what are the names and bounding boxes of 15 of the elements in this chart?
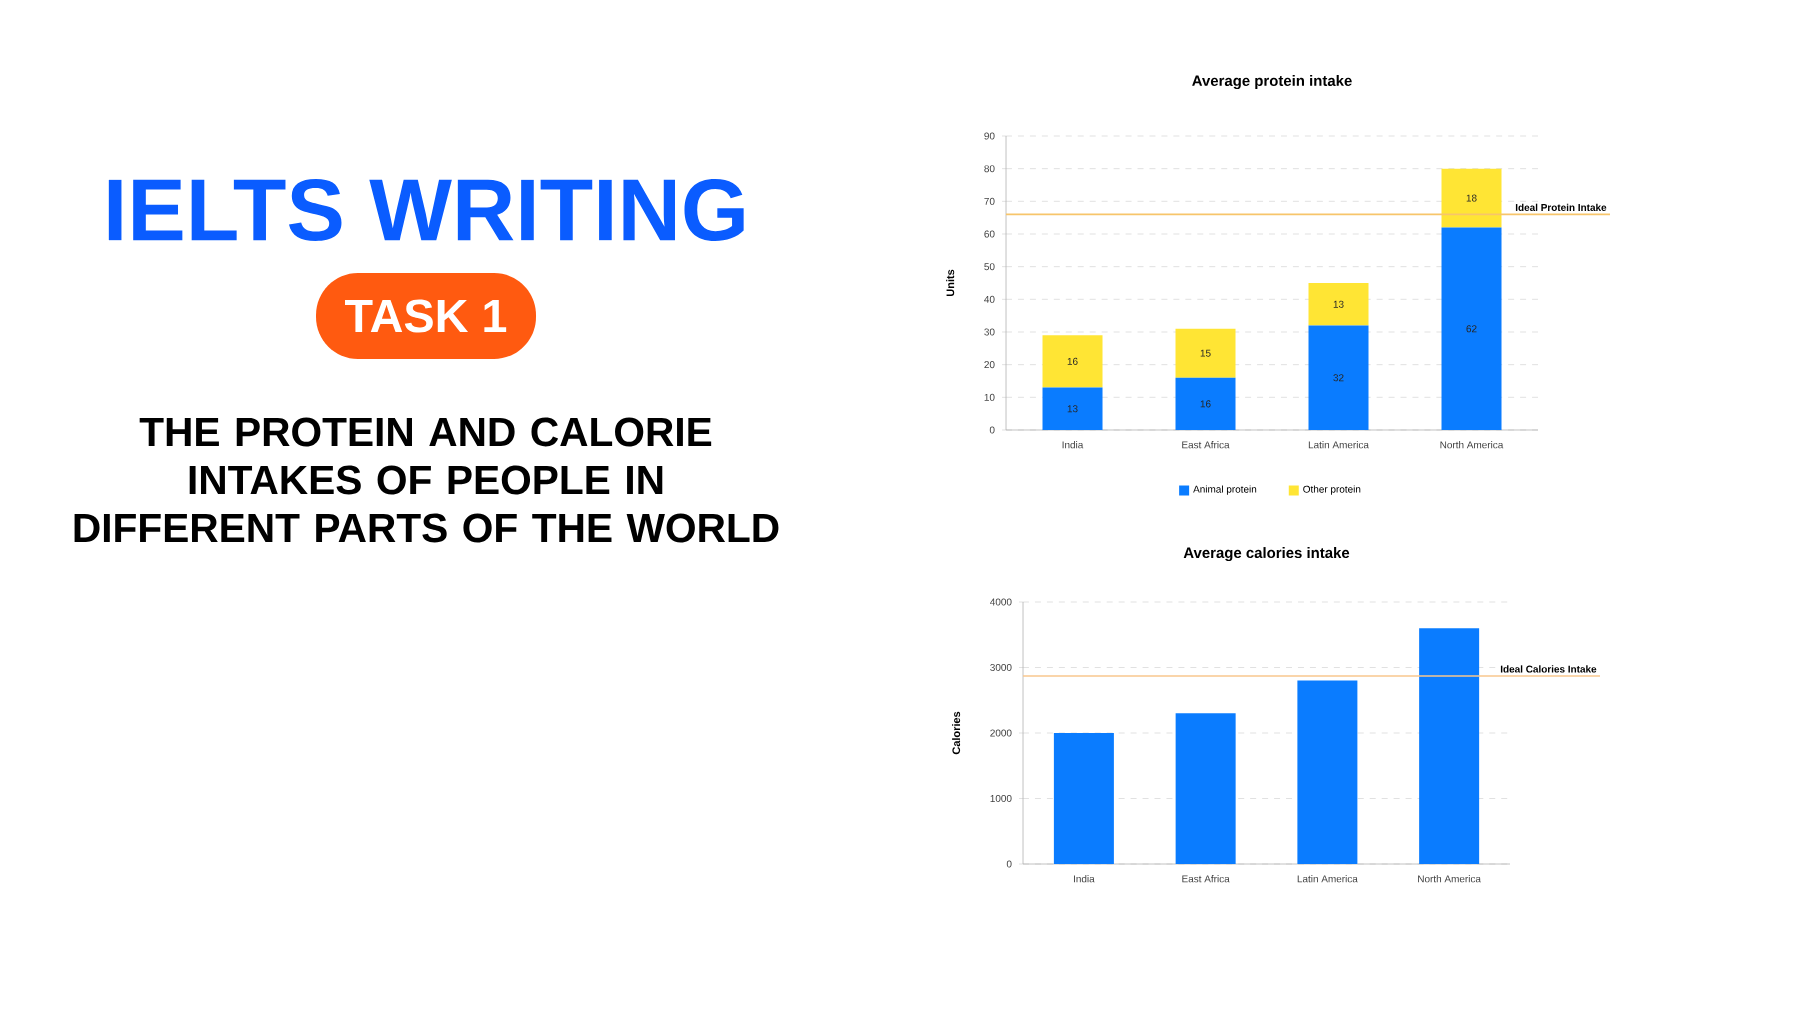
bar <box>1042 387 1103 430</box>
bar <box>1042 335 1103 388</box>
text: TASK 1 <box>345 299 507 333</box>
bar <box>1419 628 1480 864</box>
bar <box>1175 377 1236 430</box>
bar <box>1441 227 1502 430</box>
bar <box>1053 733 1114 864</box>
bar <box>1441 168 1502 228</box>
bar <box>1175 328 1236 378</box>
bar <box>1308 283 1369 326</box>
text: IELTS WRITING <box>108 178 744 242</box>
bar <box>1297 680 1358 864</box>
bar <box>1308 325 1369 430</box>
bar <box>1175 713 1236 864</box>
text: THE PROTEIN AND CALORIE INTAKES OF PEOPLE IN DIFFERENT PARTS OF THE WORLD <box>74 417 779 543</box>
